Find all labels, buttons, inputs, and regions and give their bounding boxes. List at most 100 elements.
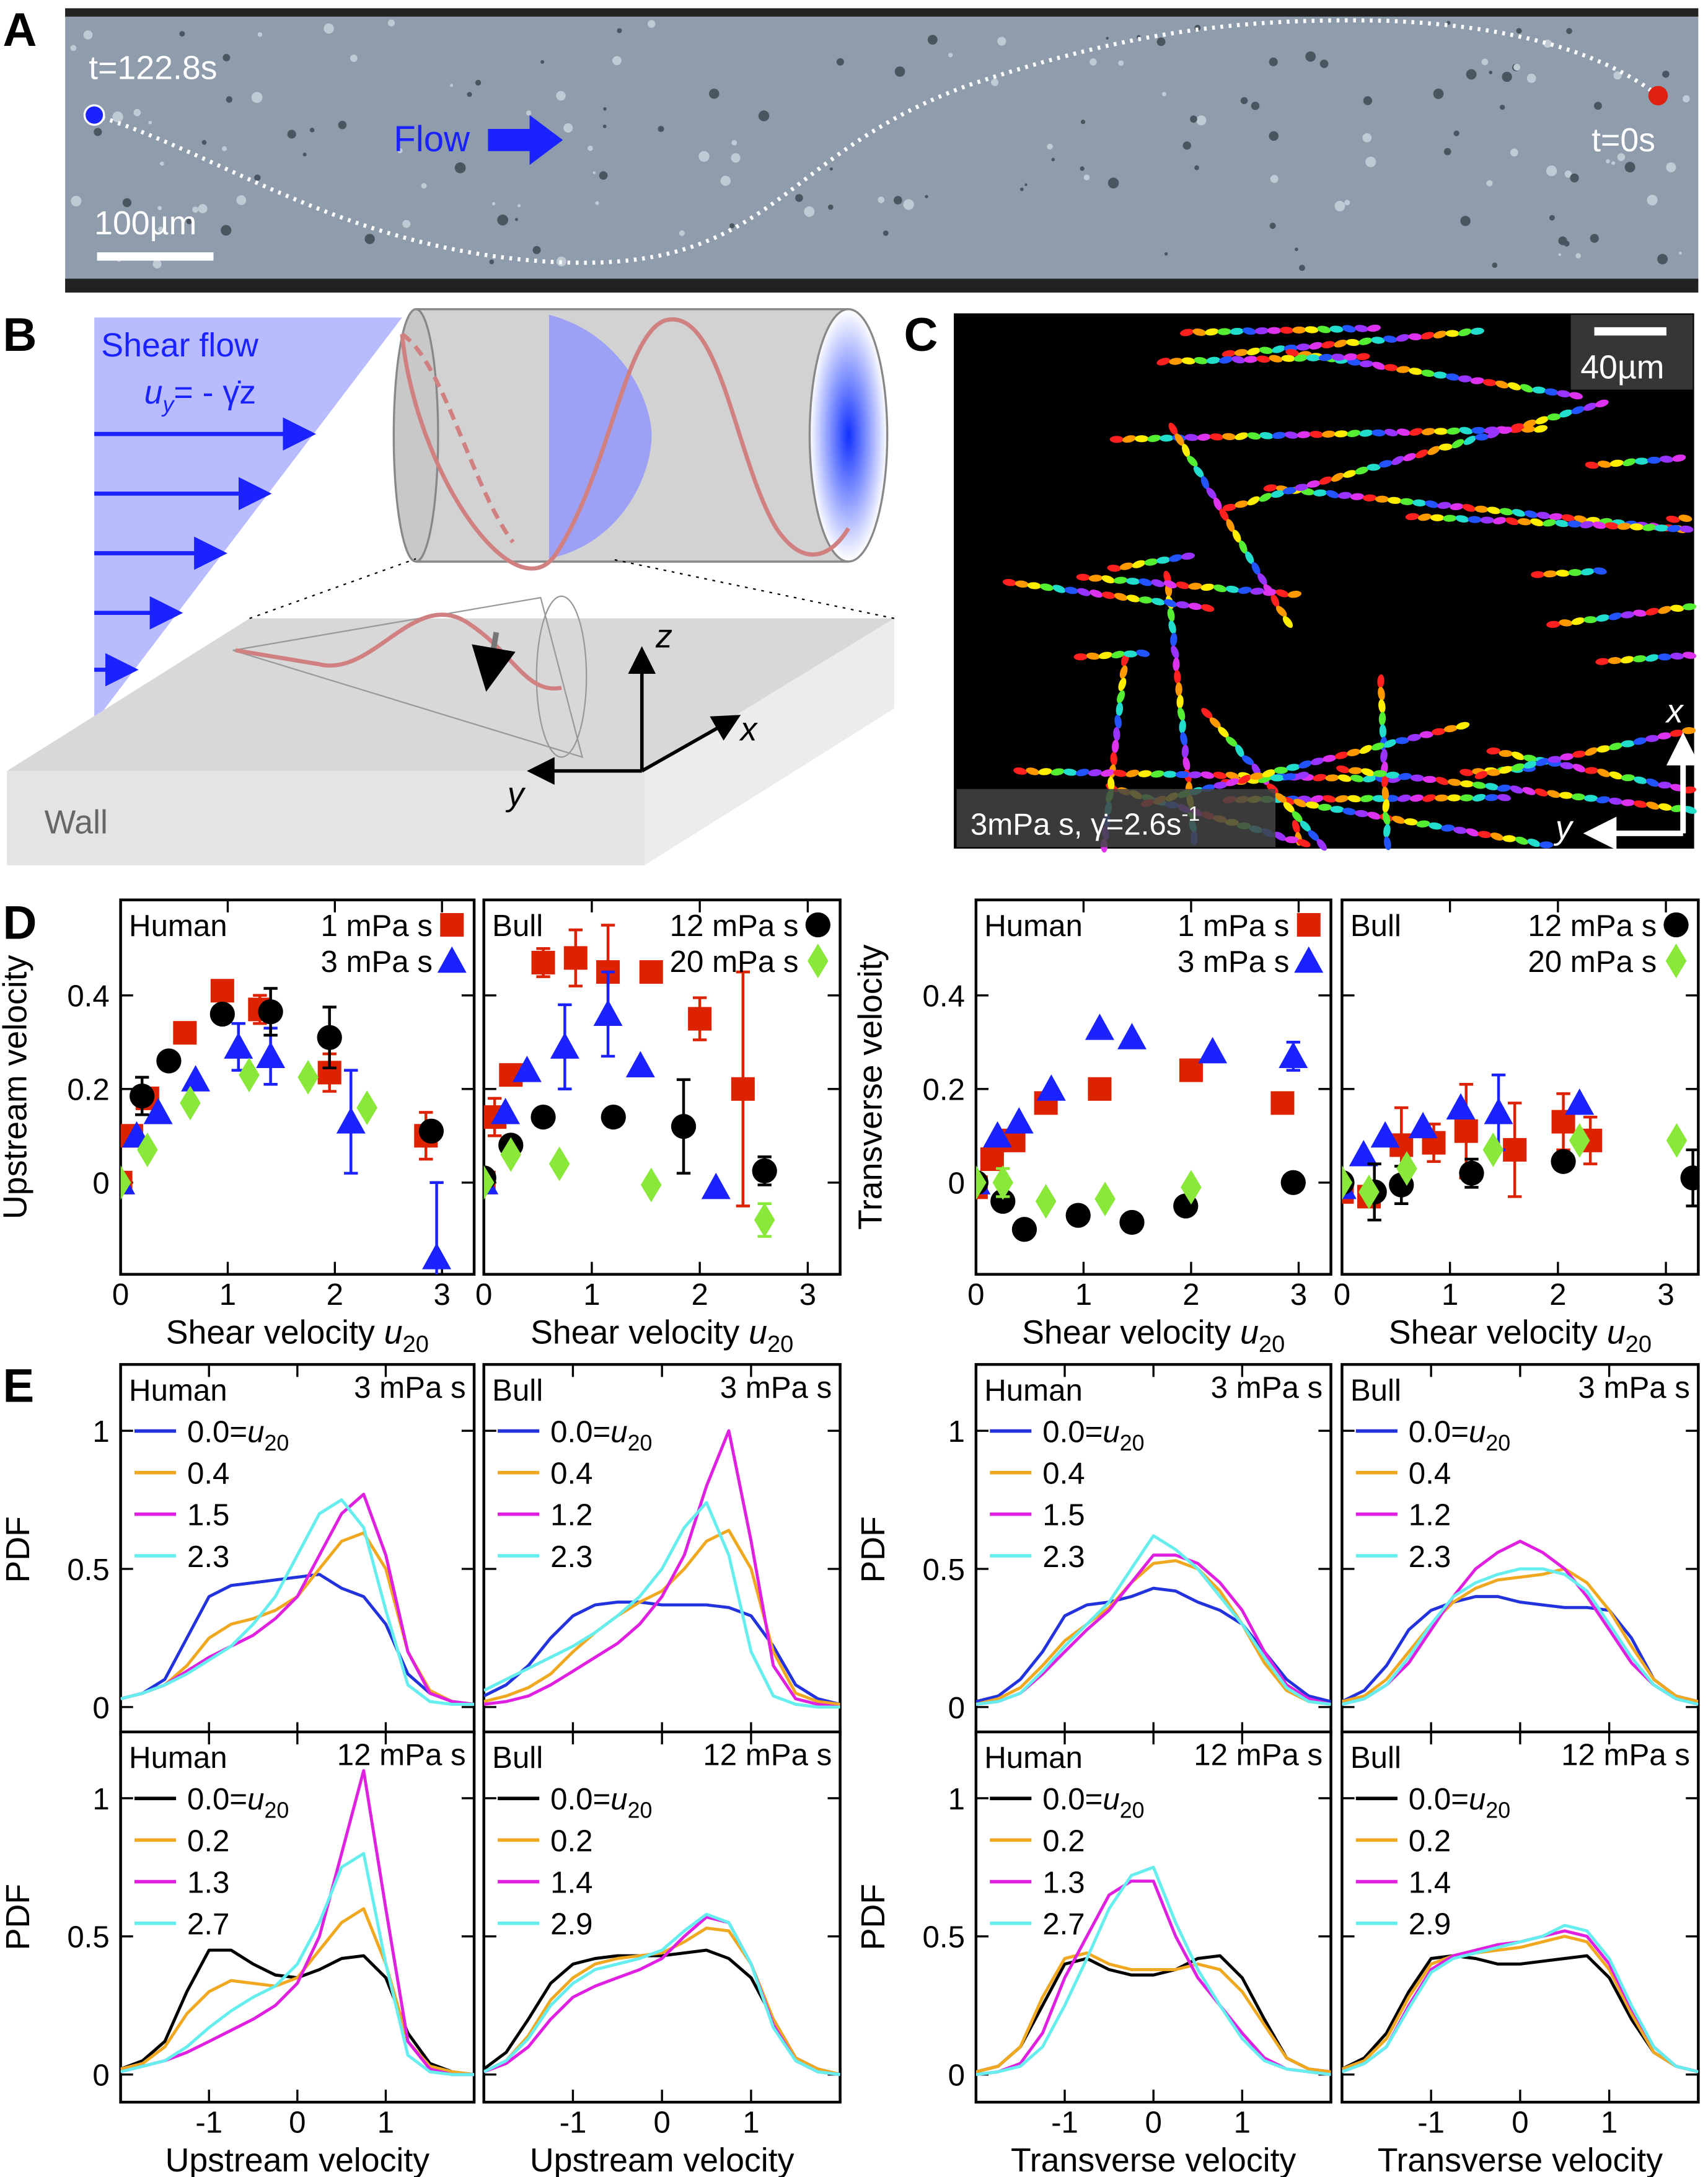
trajectory-blob xyxy=(1197,433,1211,441)
trajectory-blob xyxy=(1383,335,1398,343)
legend-label: 2.9 xyxy=(550,1907,592,1941)
trajectory-blob xyxy=(1234,349,1248,356)
trajectory-blob xyxy=(1547,413,1561,421)
trajectory-blob xyxy=(1296,343,1311,351)
legend-label: 0.0=u20 xyxy=(550,1415,652,1455)
trajectory-blob xyxy=(1317,325,1331,333)
trajectory-blob xyxy=(1654,524,1669,532)
debris-particle xyxy=(1502,71,1512,82)
legend-label: 0.0=u20 xyxy=(550,1782,652,1822)
debris-particle xyxy=(556,91,566,101)
trajectory-blob xyxy=(1286,764,1300,771)
debris-particle xyxy=(112,111,123,123)
data-point xyxy=(990,1188,1016,1214)
y-axis-label: Upstream velocity xyxy=(0,955,34,1219)
trajectory-blob xyxy=(1175,682,1182,697)
legend-label: 2.9 xyxy=(1409,1907,1451,1941)
trajectory-blob xyxy=(1176,694,1184,709)
data-point xyxy=(625,1051,655,1078)
data-point xyxy=(752,1158,777,1184)
trajectory-blob xyxy=(1430,514,1445,521)
debris-particle xyxy=(1682,95,1690,103)
data-point xyxy=(1035,1184,1057,1219)
legend-label: 1.3 xyxy=(187,1865,229,1899)
debris-particle xyxy=(1269,131,1279,141)
debris-particle xyxy=(221,224,232,236)
y-axis-label: PDF xyxy=(0,1516,37,1583)
trajectory-blob xyxy=(1559,409,1573,418)
scatter-chart-2: 0 1 2 3 0 0.2 0.4 Human Transverse velocity Shear… xyxy=(852,898,1332,1358)
data-points xyxy=(483,924,777,1238)
legend-label: 1.4 xyxy=(550,1865,592,1899)
trajectory-blob xyxy=(1325,774,1339,782)
debris-particle xyxy=(226,96,233,103)
trajectory-blob xyxy=(1242,327,1256,335)
trajectory-blob xyxy=(1292,811,1303,823)
plot-frame xyxy=(119,898,476,1276)
pdf-lines xyxy=(1342,1539,1699,1706)
trajectory-blob xyxy=(1295,484,1309,492)
trajectory-blob xyxy=(1213,584,1227,593)
trajectory-blob xyxy=(1593,567,1607,575)
trajectory-blob xyxy=(1188,603,1202,610)
trajectory-blob xyxy=(1440,824,1455,832)
pdf-line xyxy=(975,1534,1331,1706)
trajectory-blob xyxy=(1125,769,1140,777)
trajectory-blob xyxy=(1511,423,1525,431)
data-point xyxy=(593,999,623,1026)
trajectory-blob xyxy=(1398,772,1412,780)
trajectory-blob xyxy=(1114,715,1122,729)
trajectory-blob xyxy=(1222,350,1236,358)
trajectory-blob xyxy=(1088,575,1103,582)
trajectory-blob xyxy=(1470,327,1484,335)
debris-particle xyxy=(1240,97,1248,105)
trajectory-blob xyxy=(1412,499,1427,506)
debris-particle xyxy=(324,23,334,34)
trajectory-blob xyxy=(1206,487,1217,500)
trajectory-blob xyxy=(1114,593,1128,601)
y-tick-label: 0 xyxy=(92,1167,109,1201)
debris-particle xyxy=(338,120,347,130)
debris-particle xyxy=(804,206,815,217)
trajectory-blob xyxy=(1382,811,1391,826)
data-point xyxy=(1065,1203,1091,1228)
trajectory-blob xyxy=(1138,578,1153,586)
data-point xyxy=(143,1098,173,1124)
trajectory-blob xyxy=(1416,820,1430,828)
trajectory-blob xyxy=(1367,811,1381,820)
pdf-line xyxy=(483,1429,840,1709)
scatter-chart-1: 0 1 2 3 Bull Shear velocity u20 12 mPa s20 mPa… xyxy=(475,898,842,1358)
debris-particle xyxy=(1251,101,1260,110)
trajectory-blob xyxy=(1620,656,1634,664)
legend-label: 12 mPa s xyxy=(1528,909,1657,943)
trajectory-blob xyxy=(1125,578,1140,585)
trajectory-blob xyxy=(1517,518,1531,526)
trajectory-blob xyxy=(1666,515,1680,523)
trajectory-blob xyxy=(1342,470,1357,478)
pdf-line xyxy=(483,1501,840,1709)
trajectory-blob xyxy=(1169,554,1182,562)
trajectory-blob xyxy=(1383,824,1391,838)
debris-particle xyxy=(1305,51,1316,62)
trajectory-blob xyxy=(1484,783,1499,790)
trajectory-blob xyxy=(1396,366,1411,373)
trajectory-blob xyxy=(1645,778,1660,787)
debris-particle xyxy=(1510,148,1518,157)
debris-particle xyxy=(1492,262,1498,268)
axis-x-label: x xyxy=(739,711,759,748)
data-point xyxy=(1085,1013,1114,1040)
data-point xyxy=(181,1065,211,1092)
trajectory-blob xyxy=(1560,753,1574,761)
x-axis-label: Upstream velocity xyxy=(165,2142,430,2177)
data-point xyxy=(512,1056,542,1082)
data-point xyxy=(1565,1088,1595,1115)
trajectory-blob xyxy=(1337,774,1352,782)
pdf-chart-11: -1 0 1 Bull 12 mPa s Transverse velocity 0.0=u… xyxy=(1340,1730,1700,2177)
trajectory-blob xyxy=(1337,492,1352,499)
trajectory-blob xyxy=(1621,799,1635,806)
y-axis-label: PDF xyxy=(855,1516,892,1583)
trajectory-blob xyxy=(1379,724,1387,738)
trajectory-blob xyxy=(1201,708,1213,719)
